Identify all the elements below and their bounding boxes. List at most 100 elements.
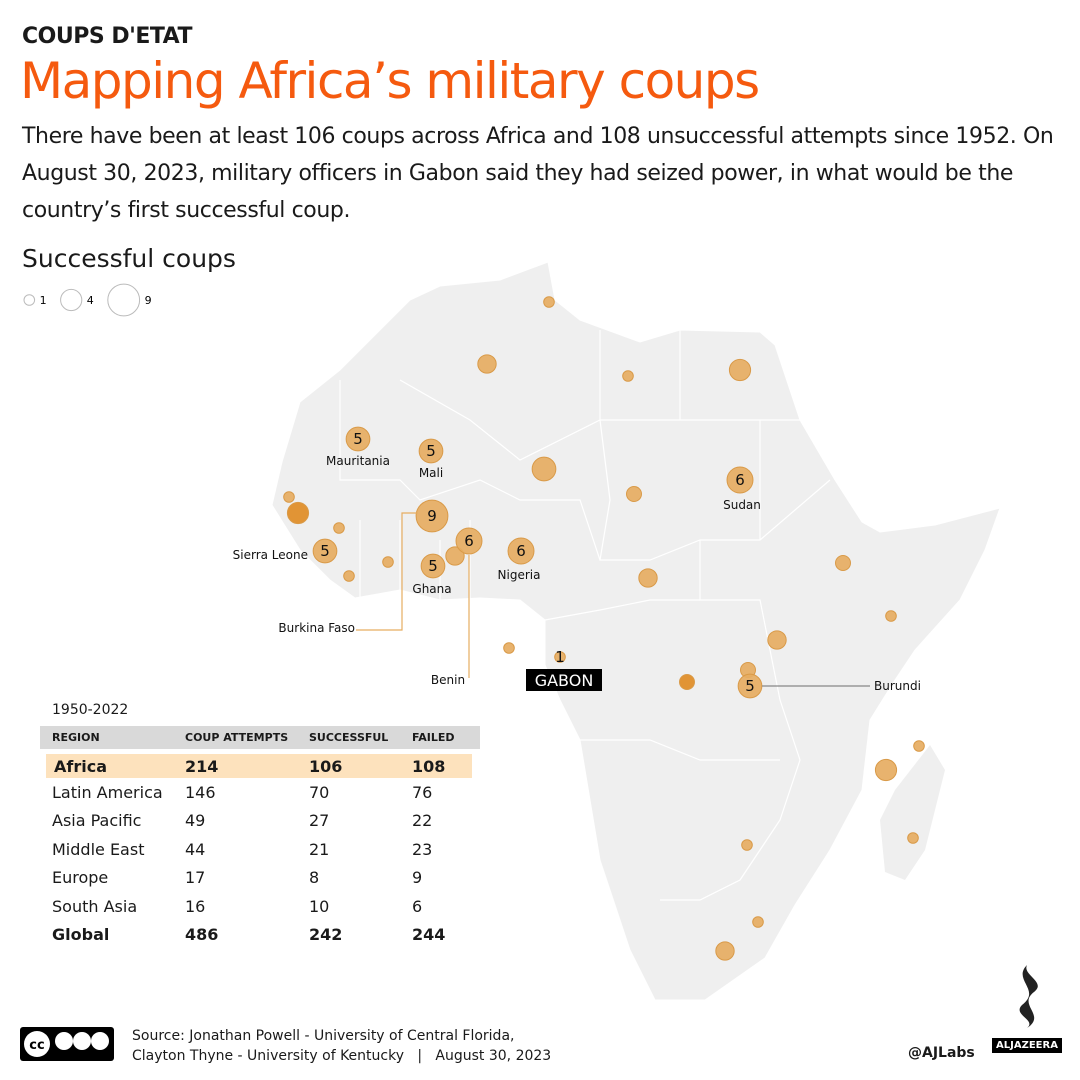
table-cell: Global: [52, 925, 110, 945]
aljazeera-logo: ALJAZEERA: [992, 960, 1062, 1053]
coup-bubble: [726, 466, 754, 494]
table-row: Asia Pacific 49 27 22: [40, 807, 480, 836]
table-row: Latin America 146 70 76: [40, 778, 480, 807]
coup-bubble: [286, 501, 310, 525]
table-cell: 108: [412, 756, 446, 776]
coup-bubble: [752, 916, 764, 928]
coup-bubble: [420, 553, 446, 579]
legend-label: 9: [145, 294, 152, 307]
coup-bubble: [554, 651, 566, 663]
source-line-1: Source: Jonathan Powell - University of …: [132, 1028, 515, 1044]
table-cell: 10: [309, 896, 330, 916]
table-row: Global 486 242 244: [40, 921, 480, 950]
bubble-count: 6: [735, 471, 745, 489]
country-label: Burkina Faso: [278, 621, 355, 635]
bubble-count: 5: [353, 430, 363, 448]
coup-bubble: [679, 674, 695, 690]
table-cell: 76: [412, 782, 433, 802]
table-cell: Asia Pacific: [52, 811, 142, 831]
coup-bubble: [913, 740, 925, 752]
coup-bubble: [835, 555, 851, 571]
table-cell: 242: [309, 925, 343, 945]
table-cell: 70: [309, 782, 330, 802]
legend-circle: [107, 283, 141, 317]
coups-table: 1950-2022 REGION COUP ATTEMPTS SUCCESSFU…: [40, 702, 480, 949]
coup-bubble: [333, 522, 345, 534]
leader-burkina-faso: [356, 512, 418, 631]
bubble-count: 5: [426, 442, 436, 460]
country-label: Mali: [419, 466, 443, 480]
country-label: Mauritania: [326, 454, 390, 468]
coup-bubble: [418, 438, 444, 464]
table-cell: 9: [412, 868, 423, 888]
table-period: 1950-2022: [52, 702, 129, 718]
coup-bubble: [477, 354, 497, 374]
coup-bubble: [415, 499, 449, 533]
table-cell: 49: [185, 811, 206, 831]
table-cell: Africa: [54, 756, 107, 776]
bubble-count: 9: [427, 507, 437, 525]
table-cell: 44: [185, 839, 206, 859]
coup-bubble: [741, 839, 753, 851]
coup-bubble: [737, 673, 763, 699]
africa-landmass: [271, 261, 1001, 1001]
table-cell: 8: [309, 868, 320, 888]
coup-bubble: [907, 832, 919, 844]
table-cell: 6: [412, 896, 423, 916]
legend-circle: [60, 288, 83, 312]
table-cell: 486: [185, 925, 219, 945]
col-successful: SUCCESSFUL: [309, 731, 389, 744]
table-row: South Asia 16 10 6: [40, 892, 480, 921]
country-label: Nigeria: [498, 568, 541, 582]
legend-circle: [23, 294, 36, 306]
coup-bubble: [543, 296, 555, 308]
bubble-count: 6: [516, 542, 526, 560]
coup-bubble: [345, 426, 371, 452]
coup-bubble: [531, 456, 557, 482]
table-cell: Latin America: [52, 782, 163, 802]
coup-bubble: [507, 537, 535, 565]
svg-text:GABON: GABON: [535, 671, 594, 690]
coup-bubble: [445, 546, 465, 566]
bubble-count: 5: [745, 677, 755, 695]
coup-bubble: [638, 568, 658, 588]
table-cell: 17: [185, 868, 206, 888]
col-attempts: COUP ATTEMPTS: [185, 731, 289, 744]
country-label: Ghana: [412, 582, 451, 596]
coup-bubble: [283, 491, 295, 503]
svg-text:cc: cc: [29, 1038, 44, 1053]
table-cell: 214: [185, 756, 219, 776]
table-cell: 21: [309, 839, 330, 859]
page-title: Mapping Africa’s military coups: [20, 52, 760, 110]
ajlabs-handle: @AJLabs: [908, 1045, 975, 1061]
coup-bubble: [312, 538, 338, 564]
table-cell: 16: [185, 896, 206, 916]
country-label: Burundi: [874, 679, 921, 693]
coup-bubble: [728, 358, 752, 382]
bubble-count: 5: [320, 542, 330, 560]
country-label: Sierra Leone: [233, 548, 308, 562]
table-cell: 106: [309, 756, 343, 776]
col-region: REGION: [52, 731, 100, 744]
coup-bubble: [767, 630, 787, 650]
table-row: Africa 214 106 108: [46, 754, 472, 778]
table-cell: South Asia: [52, 896, 138, 916]
table-header: REGION COUP ATTEMPTS SUCCESSFUL FAILED: [40, 726, 480, 749]
coup-bubble: [885, 610, 897, 622]
source: Source: Jonathan Powell - University of …: [132, 1026, 551, 1066]
table-cell: 27: [309, 811, 330, 831]
coup-bubble: [874, 758, 898, 782]
cc-by-nc-sa-icon: cc: [20, 1027, 114, 1061]
country-borders: [339, 330, 831, 901]
table-row: Middle East 44 21 23: [40, 835, 480, 864]
madagascar-landmass: [880, 745, 945, 880]
legend-title: Successful coups: [22, 244, 236, 273]
table-cell: 23: [412, 839, 433, 859]
table-cell: 244: [412, 925, 446, 945]
coup-bubble: [343, 570, 355, 582]
country-label: Sudan: [723, 498, 761, 512]
bubble-count: 6: [464, 532, 474, 550]
table-cell: Middle East: [52, 839, 145, 859]
kicker: COUPS D'ETAT: [22, 24, 193, 49]
